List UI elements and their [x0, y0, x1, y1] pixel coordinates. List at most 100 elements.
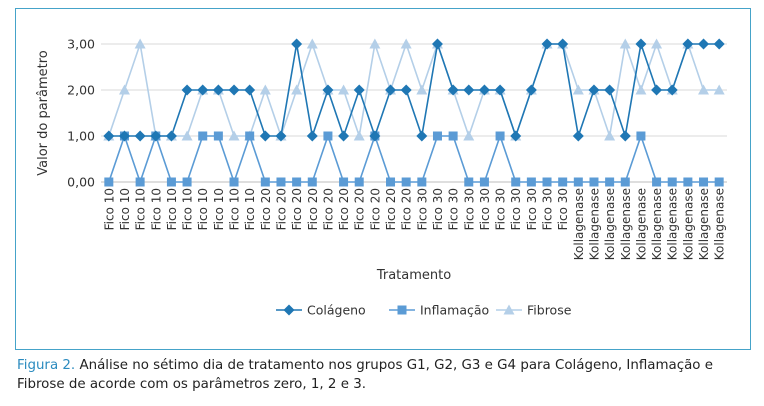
data-point-inflamacao: [479, 177, 489, 187]
x-tick-label: Fico 10: [102, 188, 116, 230]
y-tick-label: 3,00: [67, 37, 95, 52]
x-tick-label: Fico 30: [462, 188, 476, 230]
x-tick-label: Kollagenase: [681, 188, 695, 260]
x-tick-label: Fico 30: [431, 188, 445, 230]
x-tick-label: Fico 10: [181, 188, 195, 230]
data-point-inflamacao: [245, 131, 255, 141]
data-point-inflamacao: [135, 177, 145, 187]
x-tick-label: Fico 10: [134, 188, 148, 230]
data-point-inflamacao: [636, 131, 646, 141]
x-tick-label: Fico 30: [509, 188, 523, 230]
x-tick-label: Fico 20: [306, 188, 320, 230]
data-point-fibrose: [228, 130, 240, 141]
legend-item-colageno: Colágeno: [276, 303, 366, 318]
data-point-colageno: [338, 130, 350, 142]
y-tick-label: 2,00: [67, 83, 95, 98]
data-point-inflamacao: [401, 177, 411, 187]
legend-marker: [397, 305, 407, 315]
data-point-colageno: [541, 38, 553, 50]
data-point-colageno: [306, 130, 318, 142]
data-point-colageno: [291, 38, 303, 50]
data-point-colageno: [666, 84, 678, 96]
data-point-fibrose: [181, 130, 193, 141]
data-point-colageno: [369, 130, 381, 142]
data-point-inflamacao: [714, 177, 724, 187]
x-tick-label: Kollagenase: [713, 188, 727, 260]
data-point-colageno: [619, 130, 631, 142]
data-point-colageno: [259, 130, 271, 142]
data-point-colageno: [698, 38, 710, 50]
x-tick-label: Fico 20: [384, 188, 398, 230]
y-tick-label: 0,00: [67, 175, 95, 190]
data-point-inflamacao: [198, 131, 208, 141]
x-tick-label: Fico 20: [337, 188, 351, 230]
x-tick-label: Kollagenase: [603, 188, 617, 260]
data-point-inflamacao: [605, 177, 615, 187]
data-point-colageno: [572, 130, 584, 142]
x-tick-label: Fico 30: [494, 188, 508, 230]
x-tick-label: Kollagenase: [666, 188, 680, 260]
data-point-colageno: [400, 84, 412, 96]
data-point-inflamacao: [417, 177, 427, 187]
data-point-inflamacao: [542, 177, 552, 187]
data-point-fibrose: [353, 130, 365, 141]
data-point-inflamacao: [432, 131, 442, 141]
data-point-inflamacao: [260, 177, 270, 187]
data-point-colageno: [181, 84, 193, 96]
data-point-inflamacao: [495, 131, 505, 141]
y-tick-label: 1,00: [67, 129, 95, 144]
x-tick-label: Kollagenase: [634, 188, 648, 260]
x-tick-label: Fico 20: [368, 188, 382, 230]
data-point-fibrose: [604, 130, 616, 141]
x-tick-label: Fico 30: [478, 188, 492, 230]
data-point-inflamacao: [213, 131, 223, 141]
x-tick-label: Kollagenase: [650, 188, 664, 260]
x-tick-label: Fico 30: [541, 188, 555, 230]
x-tick-label: Fico 10: [118, 188, 132, 230]
legend-item-inflamacao: Inflamação: [389, 303, 489, 318]
data-point-colageno: [604, 84, 616, 96]
data-point-fibrose: [713, 84, 725, 95]
data-point-colageno: [385, 84, 397, 96]
data-point-colageno: [150, 130, 162, 142]
legend-label: Fibrose: [527, 303, 572, 318]
data-point-inflamacao: [683, 177, 693, 187]
legend-item-fibrose: Fibrose: [496, 303, 572, 318]
data-point-fibrose: [572, 84, 584, 95]
data-point-inflamacao: [182, 177, 192, 187]
series-inflamacao: [104, 131, 724, 187]
data-point-colageno: [447, 84, 459, 96]
data-point-inflamacao: [699, 177, 709, 187]
x-tick-label: Fico 10: [243, 188, 257, 230]
data-point-colageno: [134, 130, 146, 142]
data-point-fibrose: [463, 130, 475, 141]
data-point-colageno: [118, 130, 130, 142]
data-point-colageno: [322, 84, 334, 96]
x-tick-label: Fico 20: [290, 188, 304, 230]
line-chart: 0,00 1,00 2,00 3,00 Valor do parâmetro Fico 1…: [36, 37, 727, 318]
data-point-inflamacao: [339, 177, 349, 187]
data-point-inflamacao: [292, 177, 302, 187]
data-point-inflamacao: [386, 177, 396, 187]
data-point-fibrose: [698, 84, 710, 95]
x-tick-label: Fico 20: [353, 188, 367, 230]
data-point-fibrose: [635, 84, 647, 95]
data-point-colageno: [244, 84, 256, 96]
data-point-colageno: [416, 130, 428, 142]
data-point-inflamacao: [511, 177, 521, 187]
data-point-inflamacao: [276, 177, 286, 187]
data-point-inflamacao: [104, 177, 114, 187]
data-point-colageno: [557, 38, 569, 50]
y-axis-label: Valor do parâmetro: [36, 50, 51, 176]
data-point-inflamacao: [229, 177, 239, 187]
x-tick-label: Fico 30: [525, 188, 539, 230]
data-point-colageno: [682, 38, 694, 50]
data-point-colageno: [651, 84, 663, 96]
data-point-colageno: [713, 38, 725, 50]
data-point-inflamacao: [620, 177, 630, 187]
x-tick-label: Kollagenase: [697, 188, 711, 260]
data-point-inflamacao: [526, 177, 536, 187]
data-point-inflamacao: [166, 177, 176, 187]
data-point-inflamacao: [464, 177, 474, 187]
x-tick-label: Fico 10: [212, 188, 226, 230]
